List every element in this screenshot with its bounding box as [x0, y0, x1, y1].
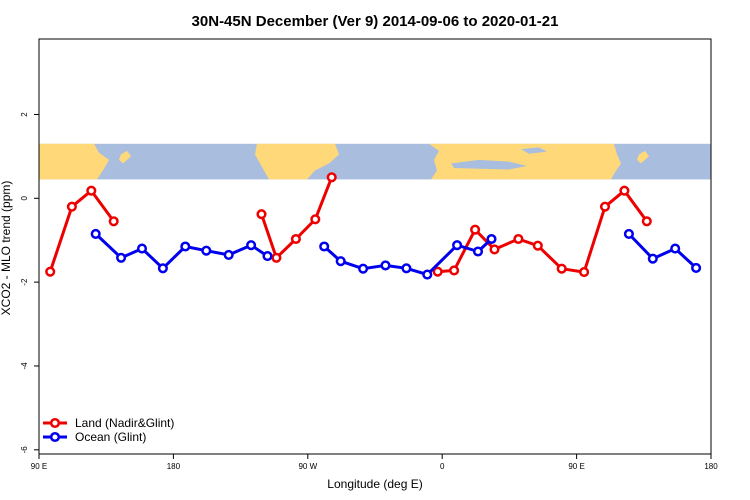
data-point: [401, 263, 412, 274]
black-sea-shape: [521, 147, 547, 154]
data-point: [223, 249, 234, 260]
data-point: [422, 269, 433, 280]
land-shape: [255, 143, 339, 180]
data-point: [623, 228, 634, 239]
data-point: [201, 245, 212, 256]
legend-ocean-marker: [49, 431, 61, 443]
land-shape: [119, 150, 131, 164]
series-line: [48, 189, 115, 273]
data-point: [90, 228, 101, 239]
data-point: [326, 172, 337, 183]
legend-land-label: Land (Nadir&Glint): [75, 416, 174, 430]
data-point: [432, 266, 443, 277]
land-shape: [39, 143, 109, 180]
data-point: [691, 262, 702, 273]
land-shape: [429, 143, 621, 180]
legend-land-marker: [49, 417, 61, 429]
x-axis: 90 E 180 90 W 0 90 E 180: [31, 454, 718, 471]
plot-frame: [38, 38, 712, 455]
data-point: [180, 241, 191, 252]
x-tick-label: 90 E: [31, 462, 47, 471]
x-axis-title: Longitude (deg E): [327, 477, 422, 491]
data-point: [556, 263, 567, 274]
data-point: [66, 201, 77, 212]
x-tick-label: 180: [704, 462, 718, 471]
data-point: [470, 224, 481, 235]
y-tick-label: 0: [20, 196, 29, 201]
series-line: [94, 232, 269, 270]
series-layer: [45, 172, 702, 280]
data-point: [619, 185, 630, 196]
land-shape: [637, 150, 649, 164]
legend: Land (Nadir&Glint) Ocean (Glint): [43, 416, 174, 444]
data-point: [489, 244, 500, 255]
data-point: [380, 260, 391, 271]
data-point: [116, 252, 127, 263]
data-point: [486, 233, 497, 245]
data-point: [532, 240, 543, 251]
data-point: [310, 214, 321, 225]
data-point: [86, 185, 97, 196]
y-axis-title: XCO2 - MLO trend (ppm): [0, 181, 13, 316]
y-tick-label: -2: [20, 278, 29, 286]
chart-title: 30N-45N December (Ver 9) 2014-09-06 to 2…: [192, 13, 559, 30]
x-tick-label: 180: [167, 462, 181, 471]
data-point: [136, 243, 148, 254]
x-tick-label: 90 E: [568, 462, 584, 471]
data-point: [108, 216, 119, 227]
data-point: [358, 263, 369, 274]
data-point: [452, 240, 463, 251]
legend-ocean-label: Ocean (Glint): [75, 430, 146, 444]
y-tick-label: -4: [20, 362, 29, 370]
y-tick-label: -6: [20, 446, 29, 454]
series-land: [45, 172, 652, 278]
x-tick-label: 0: [440, 462, 445, 471]
data-point: [45, 266, 56, 277]
data-point: [641, 216, 652, 227]
data-point: [335, 256, 346, 267]
data-point: [262, 251, 273, 262]
map-band-land: [39, 143, 649, 180]
data-point: [246, 240, 257, 251]
data-point: [290, 233, 301, 245]
data-point: [271, 252, 282, 263]
data-point: [670, 243, 681, 254]
y-tick-label: 2: [20, 112, 29, 117]
series-line: [437, 189, 649, 274]
data-point: [449, 265, 460, 276]
mediterranean-shape: [451, 159, 527, 170]
series-ocean: [90, 228, 702, 280]
data-point: [647, 253, 658, 264]
y-axis: -6 -4 -2 0 2: [20, 112, 39, 454]
data-point: [472, 246, 484, 257]
data-point: [157, 263, 168, 274]
legend-entry-land: Land (Nadir&Glint): [43, 416, 174, 430]
series-line: [627, 232, 698, 270]
map-band: [39, 143, 711, 180]
data-point: [319, 241, 330, 252]
data-point: [579, 267, 590, 278]
data-point: [513, 233, 524, 245]
data-point: [256, 209, 267, 220]
legend-entry-ocean: Ocean (Glint): [43, 430, 146, 444]
x-tick-label: 90 W: [298, 462, 317, 471]
data-point: [599, 201, 611, 212]
